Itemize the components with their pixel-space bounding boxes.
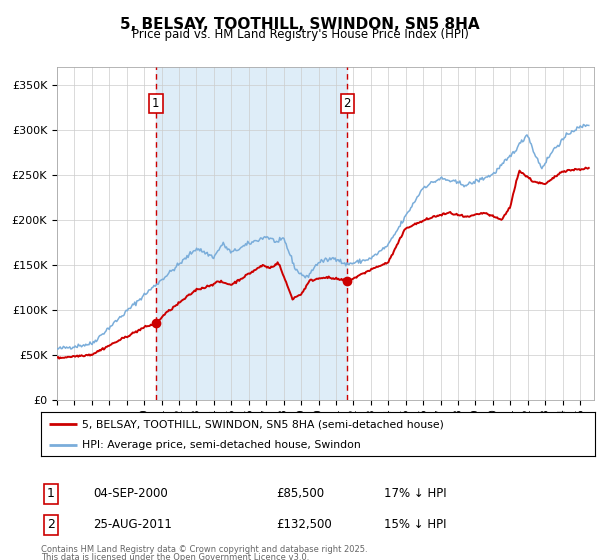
Text: £85,500: £85,500 [276,487,324,501]
Text: HPI: Average price, semi-detached house, Swindon: HPI: Average price, semi-detached house,… [82,440,361,450]
Text: 5, BELSAY, TOOTHILL, SWINDON, SN5 8HA: 5, BELSAY, TOOTHILL, SWINDON, SN5 8HA [120,17,480,32]
Text: 1: 1 [47,487,55,501]
Text: Price paid vs. HM Land Registry's House Price Index (HPI): Price paid vs. HM Land Registry's House … [131,28,469,41]
Bar [156,67,347,400]
Text: £132,500: £132,500 [276,518,332,531]
Text: 1: 1 [152,97,160,110]
Text: 25-AUG-2011: 25-AUG-2011 [93,518,172,531]
Text: 15% ↓ HPI: 15% ↓ HPI [384,518,446,531]
Text: 2: 2 [47,518,55,531]
Text: 04-SEP-2000: 04-SEP-2000 [93,487,168,501]
Text: This data is licensed under the Open Government Licence v3.0.: This data is licensed under the Open Gov… [41,553,309,560]
Text: Contains HM Land Registry data © Crown copyright and database right 2025.: Contains HM Land Registry data © Crown c… [41,545,367,554]
Text: 17% ↓ HPI: 17% ↓ HPI [384,487,446,501]
Text: 2: 2 [344,97,351,110]
Text: 5, BELSAY, TOOTHILL, SWINDON, SN5 8HA (semi-detached house): 5, BELSAY, TOOTHILL, SWINDON, SN5 8HA (s… [82,419,444,429]
